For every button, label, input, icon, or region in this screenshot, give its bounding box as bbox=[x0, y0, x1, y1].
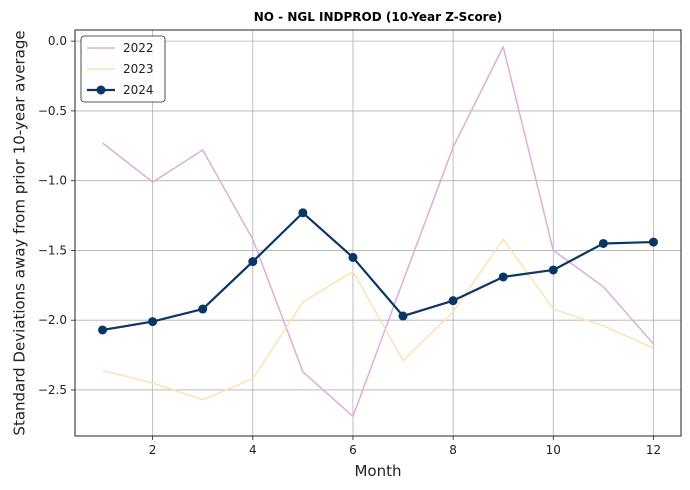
data-point-2024 bbox=[598, 238, 608, 248]
data-point-2024 bbox=[298, 208, 308, 218]
y-axis-title: Standard Deviations away from prior 10-y… bbox=[11, 30, 29, 435]
x-tick-label: 8 bbox=[449, 443, 457, 457]
legend-label-2023: 2023 bbox=[123, 62, 154, 76]
data-point-2024 bbox=[548, 265, 558, 275]
axis-ticks: 2 4 6 8 10 12 0.0 −0.5 −1.0 −1.5 −2.0 −2.5 bbox=[38, 34, 661, 457]
legend-box bbox=[80, 35, 166, 103]
legend-label-2024: 2024 bbox=[123, 83, 154, 97]
y-tick-label: −1.0 bbox=[38, 174, 67, 188]
series-line-2023 bbox=[102, 238, 654, 401]
y-tick-label: −2.0 bbox=[38, 313, 67, 327]
x-axis-title: Month bbox=[354, 462, 401, 480]
x-tick-label: 2 bbox=[149, 443, 157, 457]
y-tick-label: 0.0 bbox=[48, 34, 67, 48]
legend-label-2022: 2022 bbox=[123, 41, 154, 55]
data-point-2024 bbox=[348, 252, 358, 262]
x-tick-label: 10 bbox=[546, 443, 561, 457]
chart-title: NO - NGL INDPROD (10-Year Z-Score) bbox=[254, 10, 502, 24]
data-point-2024 bbox=[198, 304, 208, 314]
data-point-2024 bbox=[148, 317, 158, 327]
y-tick-label: −0.5 bbox=[38, 104, 67, 118]
data-point-2024 bbox=[398, 311, 408, 321]
legend: 2022 2023 2024 bbox=[80, 35, 166, 103]
x-tick-label: 4 bbox=[249, 443, 257, 457]
data-point-2024 bbox=[248, 257, 258, 267]
data-point-2024 bbox=[98, 325, 108, 335]
plot-frame bbox=[74, 29, 682, 437]
series-line-2022 bbox=[102, 45, 655, 418]
x-tick-label: 12 bbox=[646, 443, 661, 457]
data-point-2024 bbox=[448, 296, 458, 306]
data-point-2024 bbox=[648, 237, 658, 247]
series-layer bbox=[98, 45, 658, 418]
grid bbox=[75, 30, 681, 436]
series-line-2024 bbox=[102, 211, 654, 332]
y-tick-label: −2.5 bbox=[38, 383, 67, 397]
data-point-2024 bbox=[498, 272, 508, 282]
x-tick-label: 6 bbox=[349, 443, 357, 457]
legend-marker-2024 bbox=[96, 85, 106, 95]
y-tick-label: −1.5 bbox=[38, 243, 67, 257]
